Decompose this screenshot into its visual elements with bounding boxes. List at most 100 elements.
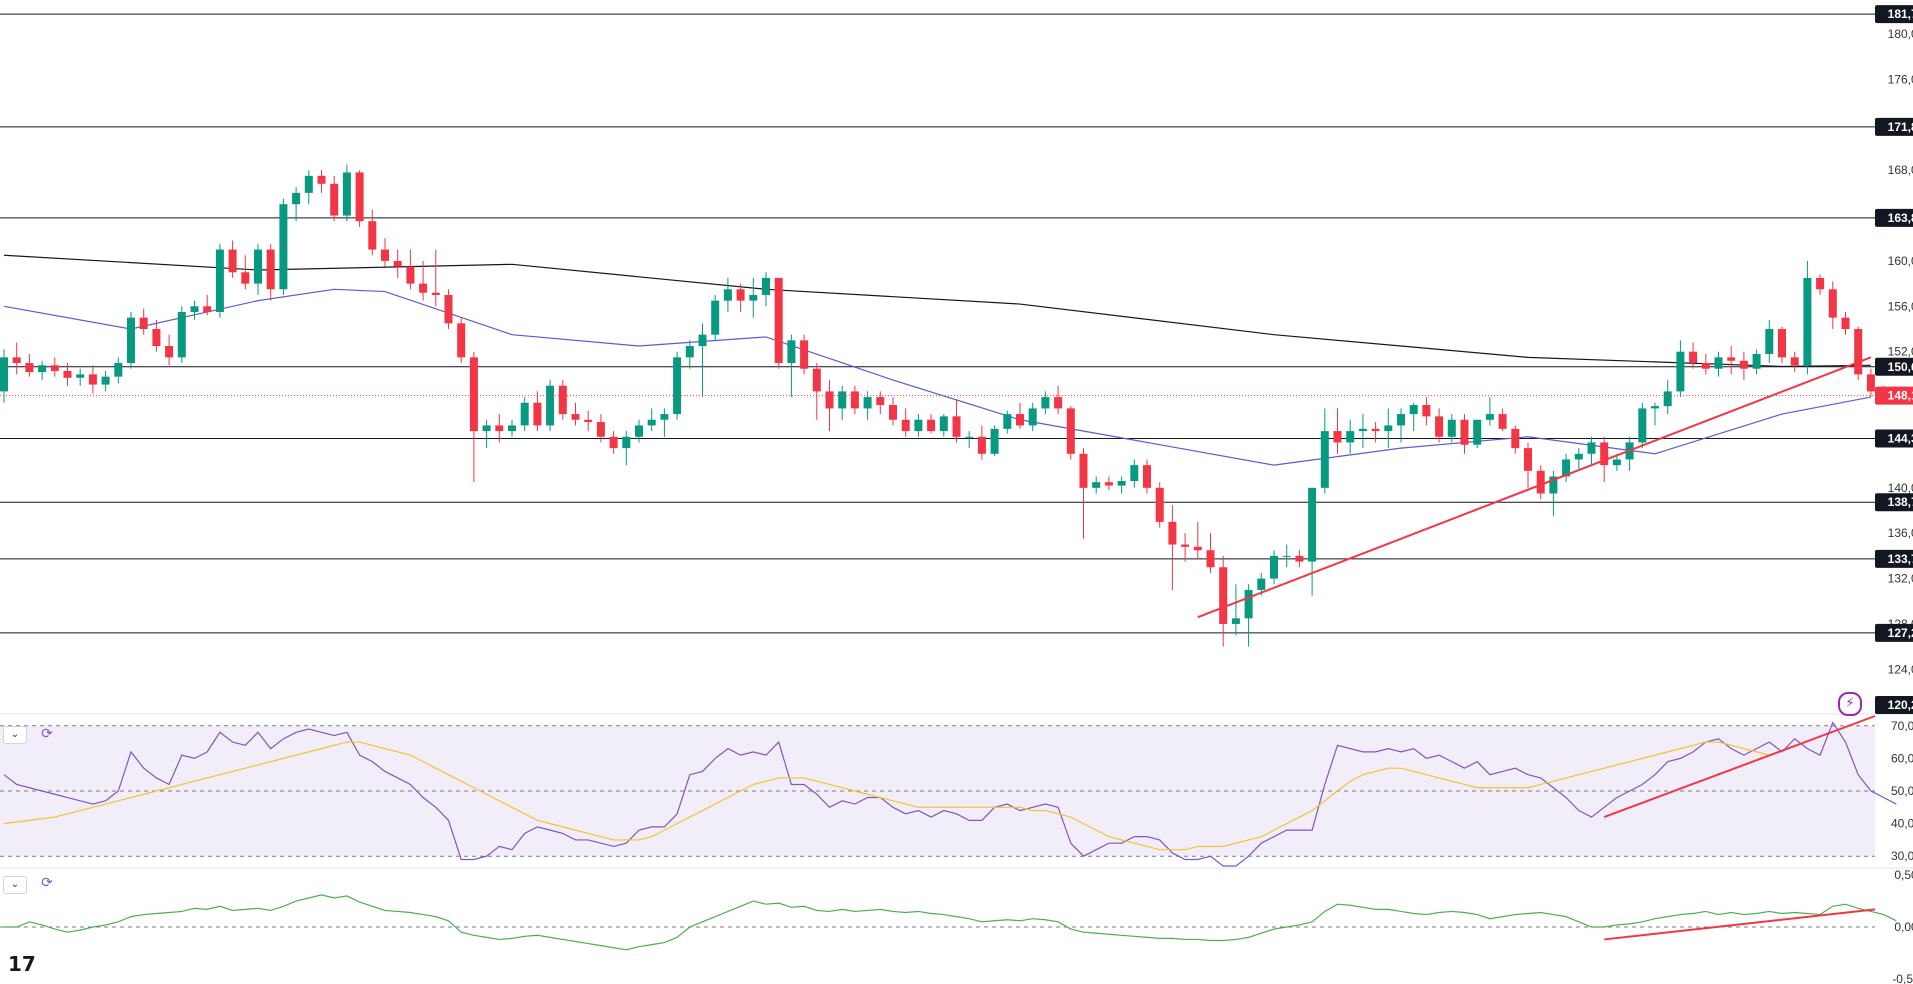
candle-up bbox=[292, 192, 301, 205]
candle-down bbox=[152, 328, 161, 347]
candle-up bbox=[1231, 618, 1240, 624]
candle-up bbox=[838, 391, 847, 409]
level-badge bbox=[1875, 493, 1913, 512]
price-panel bbox=[0, 13, 1913, 715]
candle-up bbox=[660, 414, 669, 420]
candle-down bbox=[952, 416, 961, 437]
candle-down bbox=[1727, 357, 1736, 361]
candle-up bbox=[1485, 414, 1494, 420]
price-tick-label: 180,00 bbox=[1888, 27, 1913, 41]
bottom-badge bbox=[1875, 696, 1913, 714]
rsi-tick-label: 30,00 bbox=[1891, 849, 1913, 863]
candle-up bbox=[965, 436, 974, 438]
candle-up bbox=[546, 385, 555, 426]
candle-down bbox=[812, 368, 821, 392]
candle-up bbox=[1638, 408, 1647, 443]
candle-down bbox=[1193, 546, 1202, 551]
candle-up bbox=[635, 425, 643, 437]
candle-down bbox=[1524, 448, 1532, 471]
candle-up bbox=[190, 306, 199, 312]
candle-up bbox=[1282, 555, 1291, 557]
price-trendline bbox=[1197, 356, 1872, 619]
candle-down bbox=[1841, 317, 1850, 329]
candle-down bbox=[1143, 465, 1151, 488]
candle-up bbox=[1714, 357, 1723, 369]
rsi-collapse-button[interactable]: ⌄ bbox=[3, 726, 27, 744]
candle-up bbox=[1803, 277, 1812, 366]
oscillator-sync-icon[interactable]: ⟳ bbox=[38, 874, 56, 892]
candle-up bbox=[1447, 419, 1456, 437]
rsi-line bbox=[3, 721, 1897, 867]
candle-down bbox=[1854, 328, 1863, 375]
price-tick-label: 168,00 bbox=[1888, 163, 1913, 177]
oscillator-collapse-button[interactable]: ⌄ bbox=[3, 876, 27, 894]
candle-up bbox=[1003, 414, 1012, 429]
candle-up bbox=[647, 419, 656, 426]
level-badge bbox=[1875, 208, 1913, 227]
candle-down bbox=[1435, 416, 1444, 437]
rsi-tick-label: 50,00 bbox=[1891, 784, 1913, 798]
candle-up bbox=[1092, 482, 1101, 488]
flash-icon[interactable]: ⚡ bbox=[1838, 692, 1862, 716]
candle-down bbox=[1206, 550, 1215, 568]
candle-up bbox=[215, 249, 224, 312]
candle-up bbox=[342, 172, 351, 216]
candle-up bbox=[1562, 459, 1571, 477]
candle-down bbox=[1778, 328, 1786, 358]
candle-up bbox=[1244, 589, 1253, 619]
candle-down bbox=[736, 289, 745, 301]
candle-up bbox=[101, 376, 110, 385]
candle-down bbox=[469, 357, 478, 432]
short-term-ma-line bbox=[3, 288, 1872, 466]
candle-down bbox=[317, 175, 326, 184]
candle-down bbox=[1498, 414, 1507, 429]
level-label: 133,74 bbox=[1888, 552, 1913, 566]
candle-down bbox=[927, 419, 936, 432]
rsi-sync-icon[interactable]: ⟳ bbox=[38, 725, 56, 743]
candle-down bbox=[1828, 289, 1837, 318]
sync-icon: ⟳ bbox=[41, 726, 53, 742]
candle-up bbox=[1130, 465, 1139, 482]
oscillator-line bbox=[4, 894, 1897, 951]
candle-down bbox=[609, 436, 618, 449]
candle-up bbox=[1473, 419, 1482, 445]
candle-down bbox=[1054, 397, 1063, 409]
candle-up bbox=[1041, 397, 1050, 409]
level-label: 181,75 bbox=[1888, 7, 1913, 21]
rsi-tick-label: 40,00 bbox=[1891, 817, 1913, 831]
candle-down bbox=[558, 385, 567, 415]
candle-down bbox=[368, 221, 377, 250]
candle-down bbox=[88, 374, 97, 385]
price-tick-label: 152,00 bbox=[1888, 345, 1913, 359]
candle-down bbox=[355, 172, 364, 222]
candle-down bbox=[431, 292, 440, 295]
candle-up bbox=[127, 317, 135, 364]
level-label: 163,80 bbox=[1888, 211, 1913, 225]
flash-glyph: ⚡ bbox=[1845, 696, 1855, 711]
candle-down bbox=[241, 272, 250, 284]
price-tick-label: 156,00 bbox=[1888, 299, 1913, 313]
level-badge bbox=[1875, 117, 1913, 136]
candle-up bbox=[762, 277, 770, 295]
candle-up bbox=[1257, 578, 1266, 590]
candle-up bbox=[304, 175, 313, 193]
level-label: 171,82 bbox=[1888, 120, 1913, 134]
candle-down bbox=[63, 370, 72, 378]
candle-down bbox=[457, 323, 466, 358]
candle-up bbox=[508, 425, 516, 432]
candle-down bbox=[139, 317, 148, 329]
price-tick-label: 176,00 bbox=[1888, 72, 1913, 86]
candle-up bbox=[1574, 453, 1583, 460]
candle-down bbox=[25, 363, 34, 373]
oscillator-tick-label: 0,00 bbox=[1894, 920, 1913, 934]
rsi-panel bbox=[0, 715, 1913, 869]
current-price-label: 148,13 bbox=[1888, 389, 1913, 403]
price-tick-label: 136,00 bbox=[1888, 526, 1913, 540]
price-tick-label: 140,00 bbox=[1888, 481, 1913, 495]
candle-down bbox=[1295, 555, 1304, 562]
candle-up bbox=[1028, 408, 1037, 426]
price-axis: 180,00 176,00 168,00 160,00 156,00 152,00 140,… bbox=[1875, 5, 1913, 984]
candle-down bbox=[876, 397, 885, 406]
candle-down bbox=[1511, 428, 1520, 449]
